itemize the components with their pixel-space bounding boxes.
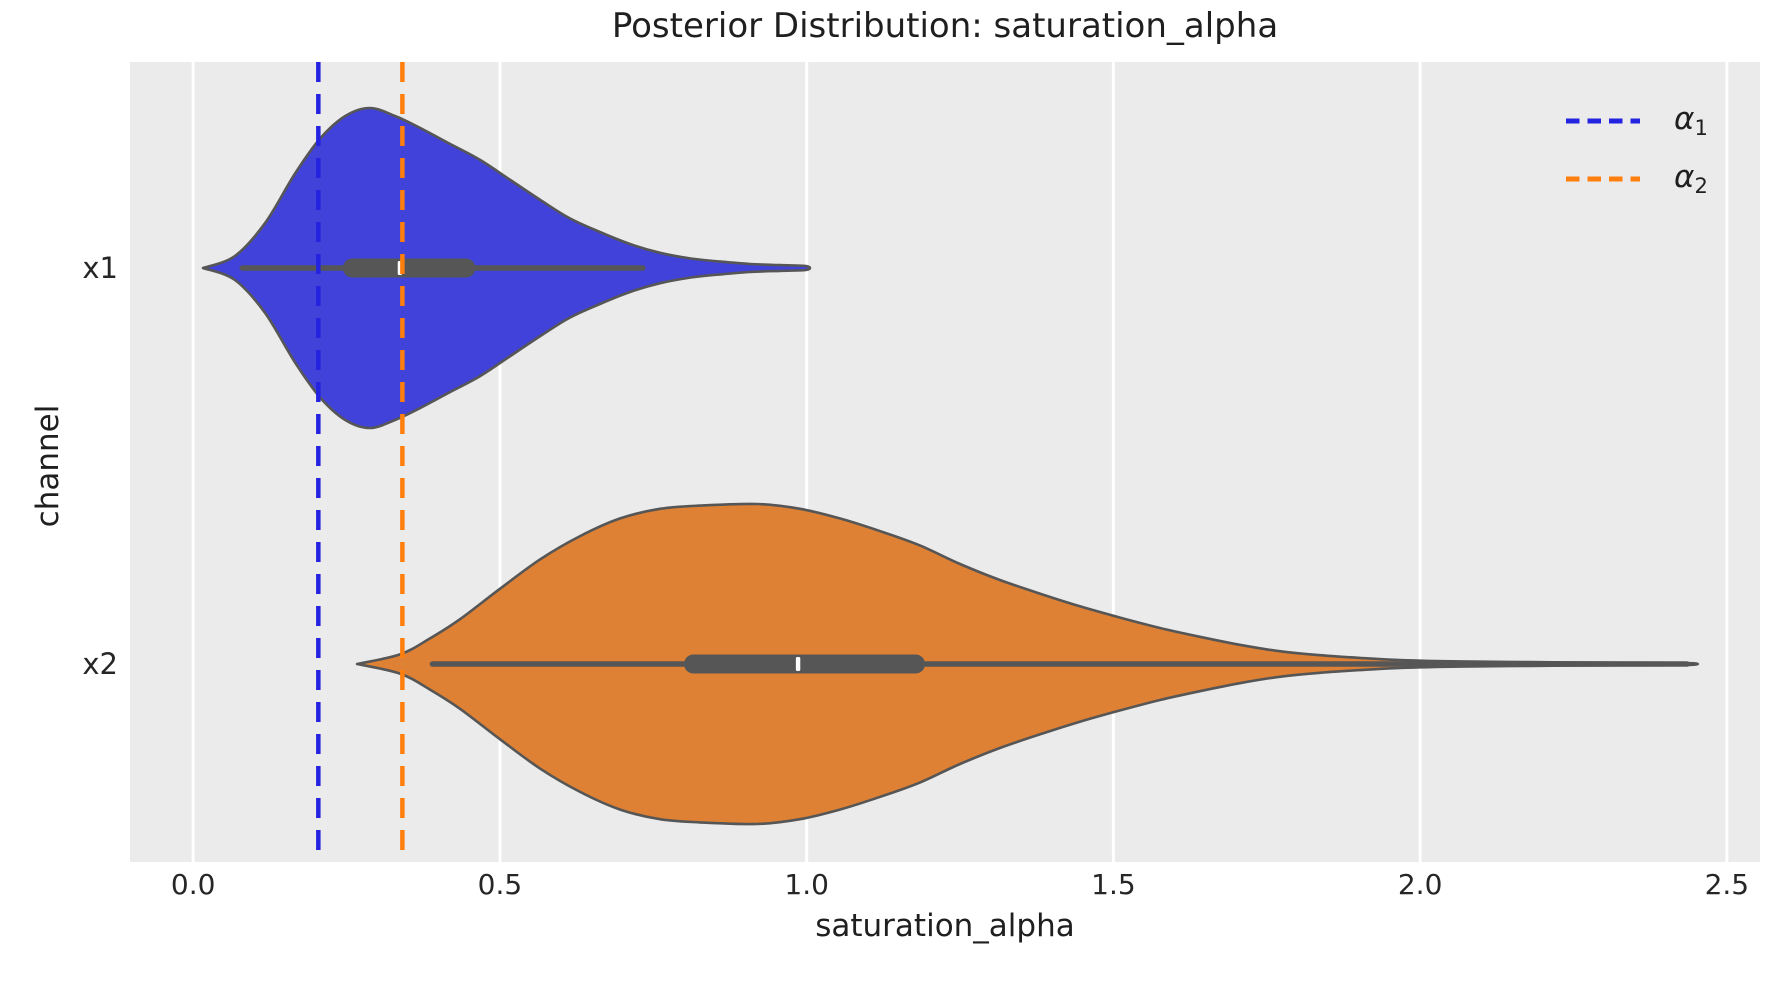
y-tick-x2: x2 xyxy=(82,647,118,681)
iqr-box-x2 xyxy=(683,654,926,674)
x-tick-0.5: 0.5 xyxy=(477,868,523,901)
x-tick-2.0: 2.0 xyxy=(1397,868,1443,901)
chart-title: Posterior Distribution: saturation_alpha xyxy=(611,6,1279,46)
y-tick-x1: x1 xyxy=(82,251,118,285)
plot-area: α1 α2 xyxy=(130,62,1760,862)
legend: α1 α2 xyxy=(1564,92,1734,208)
iqr-box-x1 xyxy=(342,258,476,278)
violin-chart-canvas xyxy=(191,62,1729,862)
legend-entry-α2: α2 xyxy=(1564,150,1734,208)
legend-entry-α1: α1 xyxy=(1564,92,1734,150)
x-tick-1.5: 1.5 xyxy=(1091,868,1136,901)
x-tick-2.5: 2.5 xyxy=(1704,868,1750,901)
x-tick-1.0: 1.0 xyxy=(784,868,829,901)
legend-label: α2 xyxy=(1674,159,1708,198)
legend-dash-icon xyxy=(1566,176,1640,182)
legend-dash-icon xyxy=(1566,118,1640,124)
legend-label: α1 xyxy=(1674,101,1708,140)
median-line-x2 xyxy=(795,657,801,671)
x-tick-0.0: 0.0 xyxy=(170,868,216,901)
y-axis-label: channel xyxy=(30,404,66,528)
x-axis-label: saturation_alpha xyxy=(815,908,1075,944)
